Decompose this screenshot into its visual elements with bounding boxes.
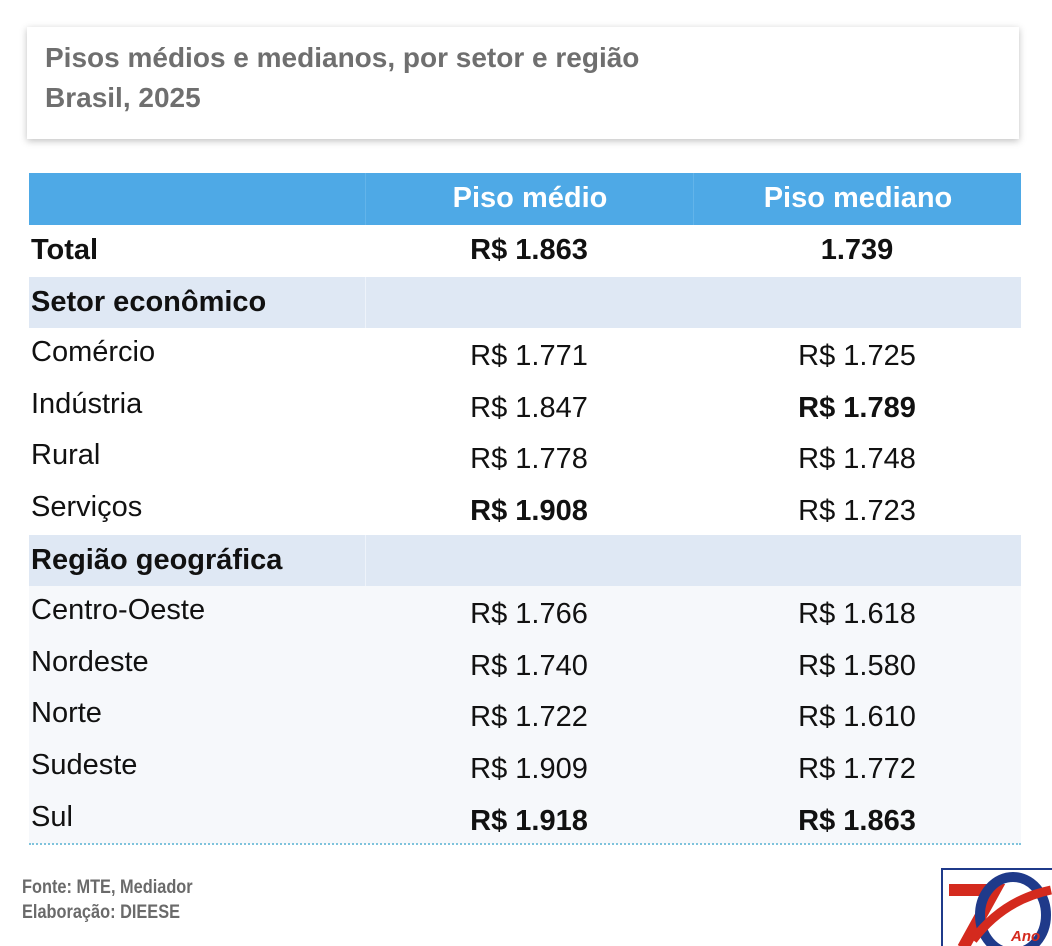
header-empty-cell [29,173,365,225]
piso-mediano-value: R$ 1.772 [798,752,916,785]
piso-medio-value: R$ 1.909 [470,752,588,785]
row-label: Centro-Oeste [31,594,206,627]
piso-medio-value [365,276,694,328]
row-label: Região geográfica [31,543,283,576]
table-row: Comércio R$ 1.771 R$ 1.725 [29,328,1021,380]
logo-graphic [949,872,1052,946]
chart-subtitle: Brasil, 2025 [45,82,201,113]
row-label: Norte [31,697,102,730]
table-row: Rural R$ 1.778 R$ 1.748 [29,431,1021,483]
chart-title: Pisos médios e medianos, por setor e reg… [45,42,640,73]
row-label: Indústria [31,387,143,420]
piso-mediano-value: R$ 1.723 [798,494,916,527]
logo-text: Ano [1011,928,1041,945]
row-label: Setor econômico [31,285,267,318]
data-table: Piso médio Piso mediano Total R$ 1.863 1.7… [29,173,1021,845]
piso-mediano-value [693,277,1021,328]
header-piso-medio: Piso médio [365,173,694,225]
row-label: Comércio [31,336,156,369]
piso-medio-value: R$ 1.766 [470,598,588,631]
table-header-row: Piso médio Piso mediano [29,173,1021,225]
piso-medio-value: R$ 1.863 [470,234,588,266]
source-note: Fonte: MTE, Mediador [22,877,193,898]
row-label: Sul [31,800,73,833]
piso-mediano-value [693,535,1021,586]
piso-medio-value: R$ 1.908 [470,494,588,527]
piso-mediano-value: R$ 1.618 [798,598,916,631]
piso-medio-value: R$ 1.918 [470,804,588,837]
piso-medio-value: R$ 1.740 [470,649,588,682]
title-box: Pisos médios e medianos, por setor e reg… [27,27,1019,139]
piso-mediano-value: R$ 1.863 [798,804,916,837]
row-label: Rural [31,439,101,472]
dieese-70-anos-logo: Ano [941,868,1052,946]
table-row: Nordeste R$ 1.740 R$ 1.580 [29,637,1021,690]
row-label: Serviços [31,490,143,523]
header-piso-mediano: Piso mediano [693,173,1022,225]
table-row: Indústria R$ 1.847 R$ 1.789 [29,380,1021,432]
elaboration-note: Elaboração: DIEESE [22,902,181,923]
section-row: Setor econômico [29,276,1021,329]
piso-mediano-value: 1.739 [820,234,894,266]
total-row: Total R$ 1.863 1.739 [29,225,1021,277]
piso-medio-value: R$ 1.771 [470,340,588,373]
row-label: Sudeste [31,748,138,781]
bottom-divider [29,843,1021,845]
piso-medio-value: R$ 1.847 [470,391,588,424]
piso-medio-value [365,534,694,586]
table-row: Norte R$ 1.722 R$ 1.610 [29,689,1021,741]
piso-mediano-value: R$ 1.748 [798,443,916,476]
piso-medio-value: R$ 1.778 [470,443,588,476]
row-label: Total [31,234,99,266]
table-body: Total R$ 1.863 1.739 Setor econômico Comérci… [29,225,1021,845]
section-row: Região geográfica [29,534,1021,587]
logo-swoosh [969,885,1052,943]
piso-mediano-value: R$ 1.789 [798,391,916,424]
table-row: Centro-Oeste R$ 1.766 R$ 1.618 [29,586,1021,638]
logo-zero-mark [975,872,1051,946]
piso-mediano-value: R$ 1.725 [798,340,916,373]
piso-mediano-value: R$ 1.610 [798,701,916,734]
piso-medio-value: R$ 1.722 [470,701,588,734]
table-row: Sul R$ 1.918 R$ 1.863 [29,792,1021,845]
row-label: Nordeste [31,645,149,678]
table-row: Sudeste R$ 1.909 R$ 1.772 [29,740,1021,793]
piso-mediano-value: R$ 1.580 [798,649,916,682]
table-row: Serviços R$ 1.908 R$ 1.723 [29,483,1021,535]
logo-seven-mark [949,884,1006,946]
